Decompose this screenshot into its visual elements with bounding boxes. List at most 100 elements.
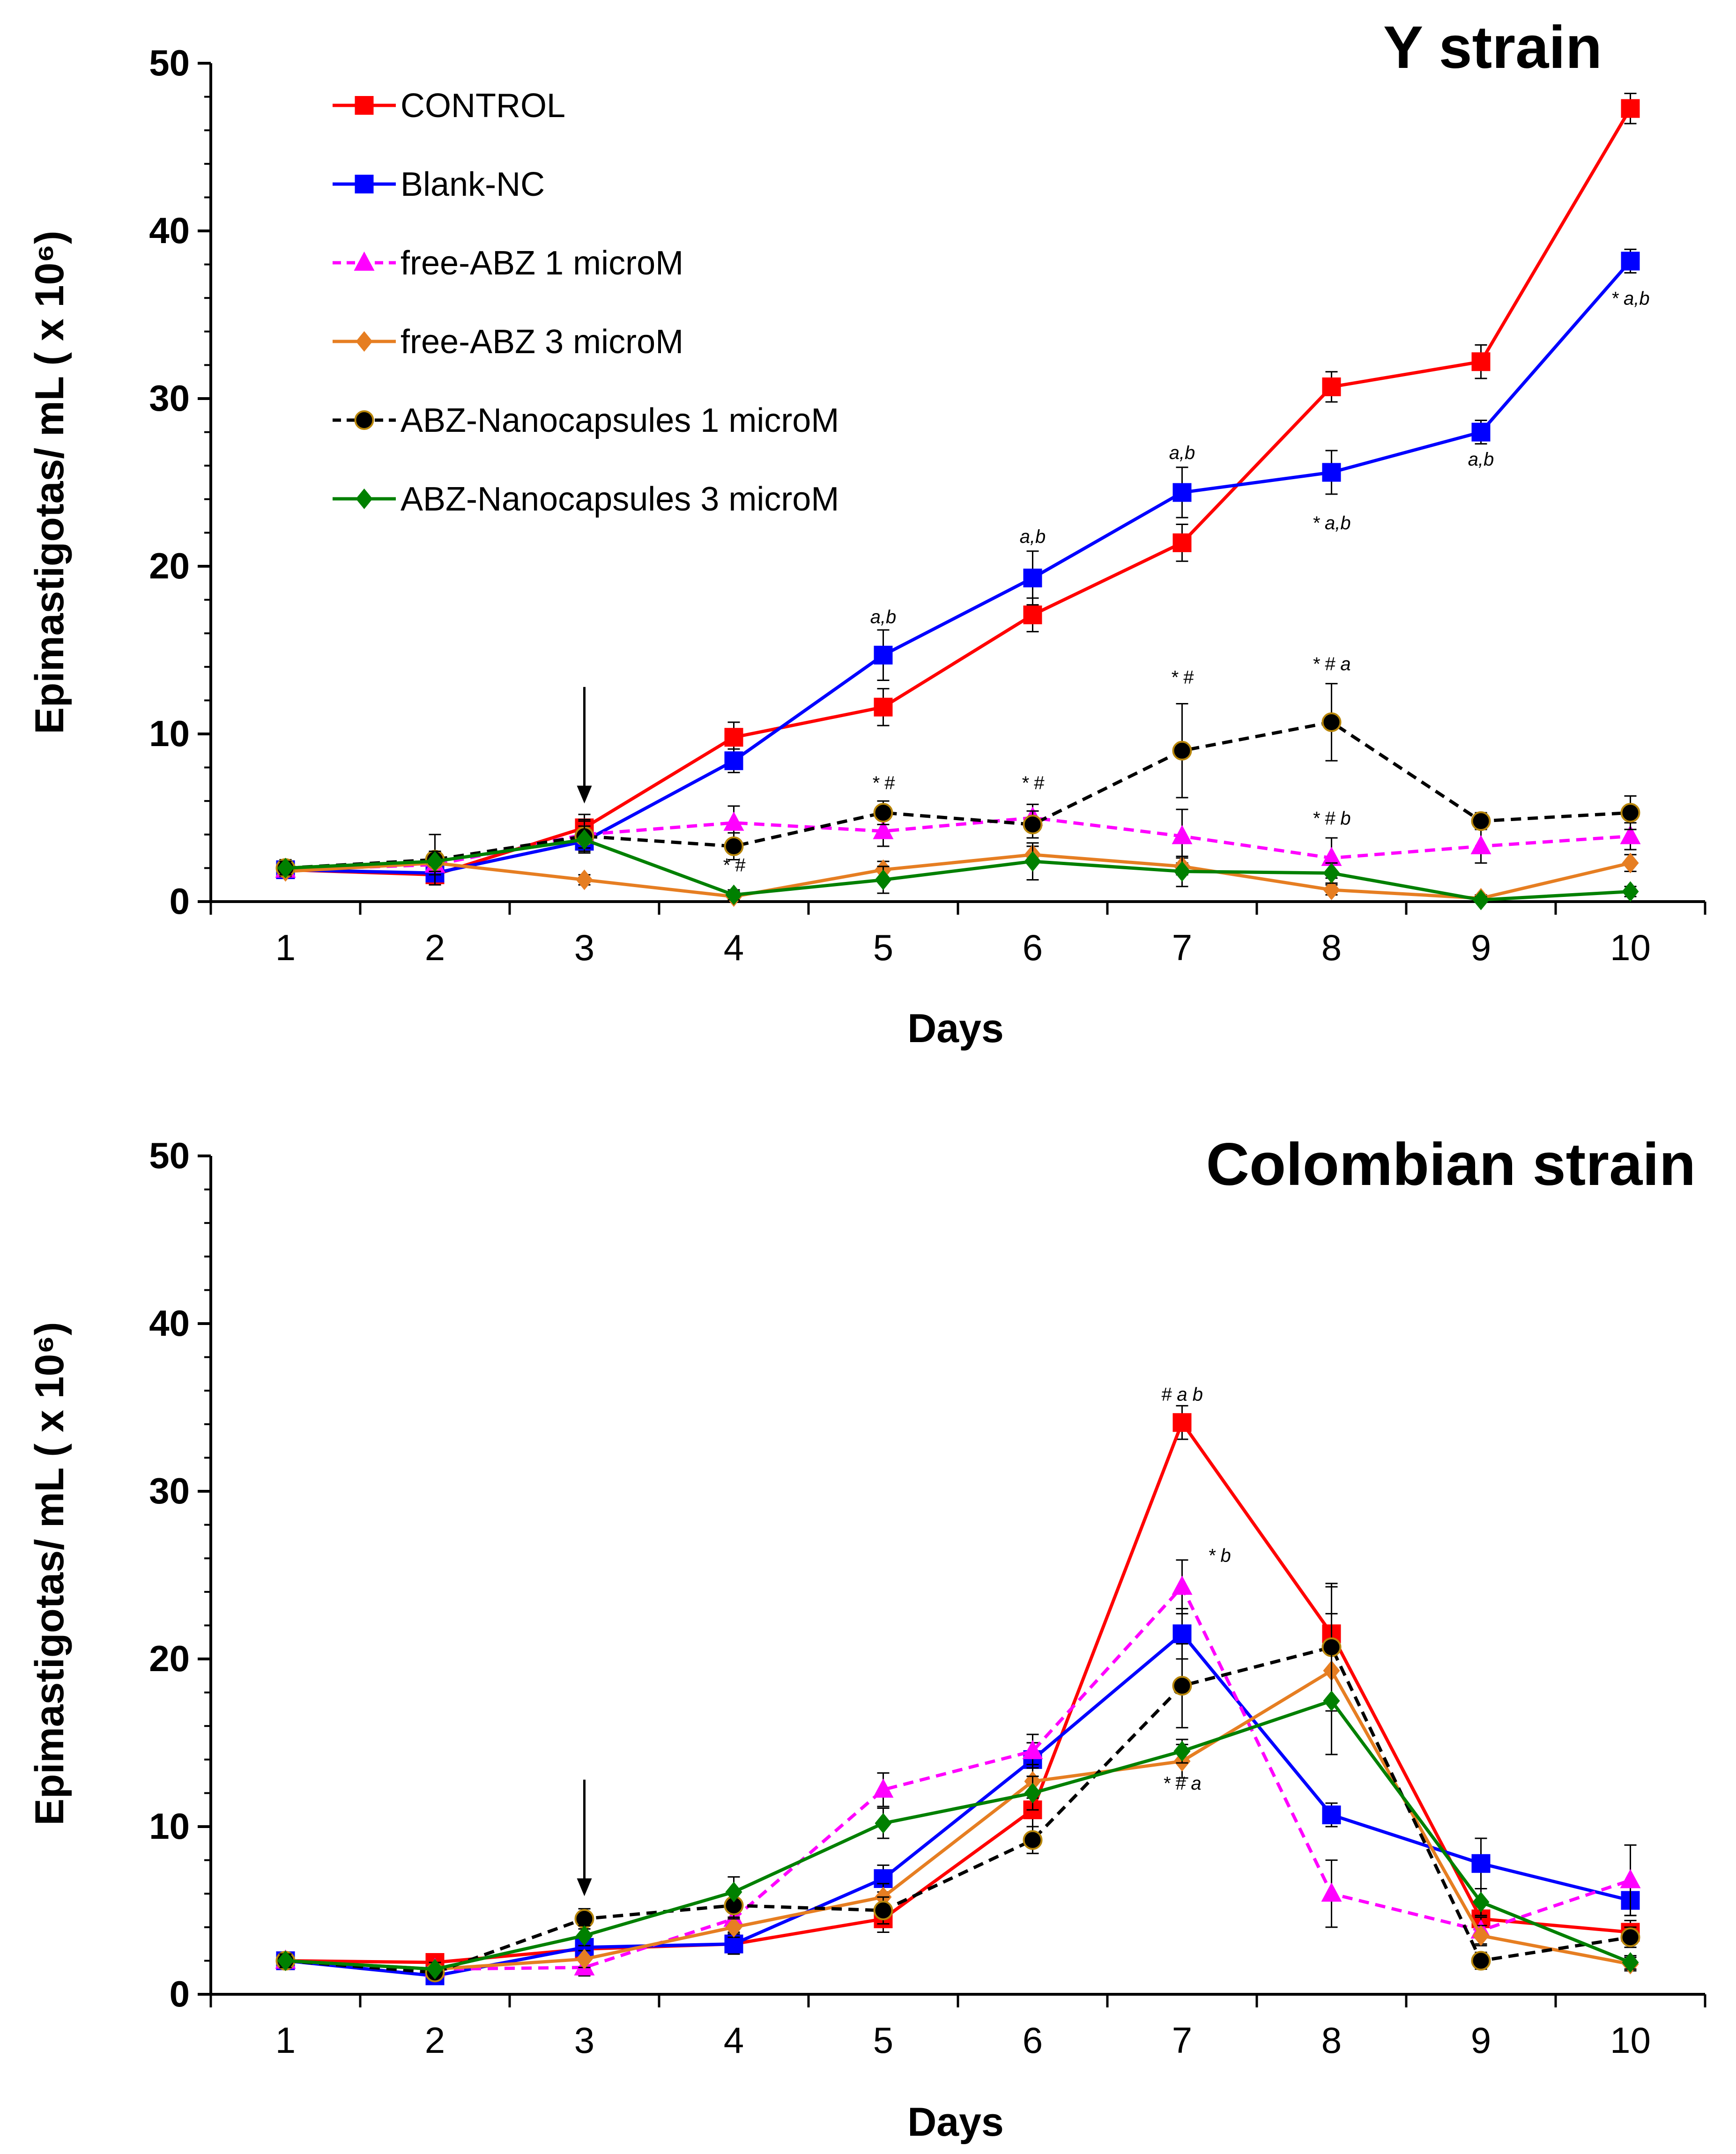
data-point [1322,377,1341,396]
axes: 0 10 20 30 40 50 1 2 3 4 5 6 7 8 9 10 [149,42,1706,968]
chart-title: Y strain [1383,14,1602,81]
series-line [285,260,1632,875]
data-point [576,1925,593,1946]
y-tick-label: 50 [149,1135,190,1176]
data-point [1620,1869,1641,1888]
legend-label: Blank-NC [401,166,545,203]
data-point [1172,1624,1192,1643]
significance-annotation: a,b [1468,449,1494,470]
y-tick-label: 20 [149,545,190,586]
chart-title: Colombian strain [1206,1131,1696,1198]
data-point [1172,740,1192,761]
x-tick-label: 1 [275,2020,296,2061]
data-point [1023,605,1042,624]
y-tick-label: 0 [170,881,190,922]
axes: 0 10 20 30 40 50 1 2 3 4 5 6 7 8 9 10 [149,1135,1706,2061]
data-point [426,1959,444,1980]
data-point [873,803,893,823]
data-point [1023,569,1042,588]
y-tick-label: 40 [149,1303,190,1344]
x-tick-label: 2 [425,2020,445,2061]
significance-annotation: * a,b [1611,289,1649,309]
x-axis-title: Days [907,2100,1004,2145]
x-axis-title: Days [907,1006,1004,1051]
data-point [356,489,373,509]
data-point [1471,1854,1491,1873]
data-point [725,1881,742,1902]
data-point [1173,861,1191,882]
y-tick-label: 10 [149,1806,190,1847]
data-point [1620,1927,1640,1947]
x-tick-label: 5 [873,927,893,968]
data-point [724,728,743,747]
series-abz-nanocapsules-1-microm [275,1583,1640,1983]
legend-items: CONTROL Blank-NC free-ABZ 1 microM free-ABZ… [333,87,839,518]
data-point [874,697,893,717]
series-blank-nc [276,1608,1640,1985]
series-line [285,1585,1631,1971]
chart-y-strain: Y strain Days Epimastigotas/ mL ( x 10⁶)… [27,14,1706,1051]
data-point [354,252,375,271]
data-point [1172,825,1193,844]
data-point [1621,99,1640,118]
significance-annotation: a,b [1169,443,1195,463]
y-tick-label: 30 [149,1470,190,1511]
data-point [1024,851,1041,872]
data-point [277,1950,294,1971]
data-point [354,410,374,430]
data-point [1173,1740,1191,1762]
significance-annotation: a,b [1020,526,1046,547]
data-point [1022,1739,1043,1759]
y-tick-label: 30 [149,378,190,419]
data-point [1622,881,1639,902]
significance-annotation: a,b [870,607,897,628]
data-point [1172,483,1192,502]
x-tick-label: 8 [1321,2020,1342,2061]
significance-annotation: * # [1171,667,1194,688]
series-abz-nanocapsules-3-microm [277,1646,1639,1980]
x-tick-label: 7 [1172,2020,1192,2061]
data-point [576,869,593,890]
data-point [1322,463,1341,482]
x-tick-label: 7 [1172,927,1192,968]
x-tick-label: 4 [724,2020,744,2061]
series-line [285,853,1631,900]
x-tick-label: 10 [1610,2020,1651,2061]
series-abz-nanocapsules-1-microm [275,683,1640,886]
legend-label: ABZ-Nanocapsules 3 microM [401,481,839,518]
data-point [723,811,744,831]
series-line [285,1632,1631,1978]
treatment-arrow [577,1779,592,1896]
data-point [1321,1882,1342,1902]
x-tick-label: 6 [1023,2020,1043,2061]
legend-label: CONTROL [401,87,565,125]
significance-annotation: * # a [1312,654,1350,674]
x-tick-label: 4 [724,927,744,968]
data-point [1172,533,1192,552]
data-point [725,884,742,905]
arrow-head [577,785,592,804]
data-point [875,1813,892,1834]
series-line [285,1421,1631,1964]
data-point [1472,1925,1490,1946]
x-tick-label: 2 [425,927,445,968]
data-point [1471,1951,1491,1971]
data-point [1023,814,1043,835]
series-line [285,1699,1631,1971]
y-tick-label: 50 [149,42,190,83]
significance-annotation: * # [1021,773,1045,793]
data-point [1321,846,1342,866]
data-point [873,820,894,839]
data-point [873,1778,894,1798]
x-tick-label: 3 [574,2020,594,2061]
y-tick-label: 20 [149,1638,190,1679]
data-point [724,836,744,856]
data-point [1620,803,1640,823]
data-point [277,858,294,879]
legend-label: free-ABZ 3 microM [401,323,683,361]
data-point [873,1901,893,1920]
series-free-abz-3-microm [277,1586,1639,1980]
arrow-head [577,1878,592,1896]
legend-label: ABZ-Nanocapsules 1 microM [401,402,839,439]
